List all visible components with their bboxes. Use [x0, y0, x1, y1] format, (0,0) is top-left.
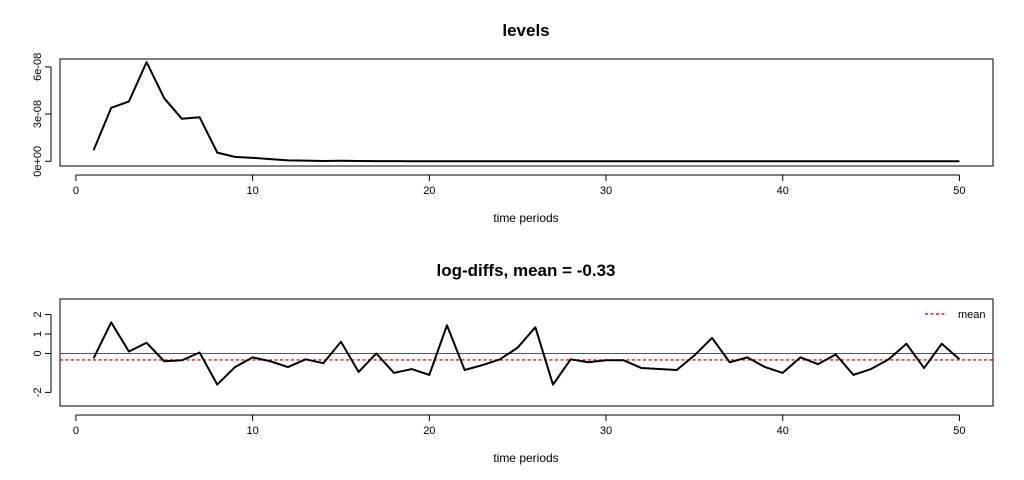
x-tick-label: 40 [777, 425, 789, 437]
series-group [92, 61, 960, 163]
x-tick-label: 40 [777, 185, 789, 197]
y-tick-label: 0e+00 [32, 146, 44, 177]
x-tick-label: 0 [73, 425, 79, 437]
x-axis-label: time periods [493, 451, 558, 465]
legend: mean [925, 309, 986, 321]
y-tick-label: 1 [32, 331, 44, 337]
x-axis-label: time periods [493, 211, 558, 225]
x-tick-label: 30 [600, 425, 612, 437]
x-tick-label: 20 [423, 185, 435, 197]
reference-lines [60, 352, 993, 361]
legend-mean-label: mean [958, 309, 986, 321]
y-tick-label: 2 [32, 312, 44, 318]
x-axis: 0 10 20 30 40 50 [73, 174, 966, 197]
y-tick-label: 6e-08 [32, 53, 44, 81]
chart-title: levels [502, 21, 549, 40]
x-tick-label: 50 [953, 425, 965, 437]
x-tick-label: 20 [423, 425, 435, 437]
y-tick-label: -2 [32, 387, 44, 397]
x-tick-label: 10 [246, 185, 258, 197]
plot-frame [59, 58, 994, 167]
levels-panel: levels 0 10 20 30 40 50 0e+00 3e-08 6e-08 time … [32, 21, 994, 225]
y-axis: -2 0 1 2 [32, 312, 52, 397]
log-diffs-panel: log-diffs, mean = -0.33 0 10 20 30 40 50 -2 0 1… [32, 261, 994, 465]
series-line [92, 321, 961, 386]
plot-frame [59, 298, 994, 407]
x-tick-label: 50 [953, 185, 965, 197]
chart-title: log-diffs, mean = -0.33 [436, 261, 615, 280]
series-line [92, 61, 960, 163]
y-tick-label: 0 [32, 350, 44, 356]
x-axis: 0 10 20 30 40 50 [73, 414, 966, 437]
x-tick-label: 30 [600, 185, 612, 197]
y-tick-label: 3e-08 [32, 100, 44, 128]
y-axis: 0e+00 3e-08 6e-08 [32, 53, 52, 177]
x-tick-label: 0 [73, 185, 79, 197]
series-group [92, 321, 961, 386]
x-tick-label: 10 [246, 425, 258, 437]
